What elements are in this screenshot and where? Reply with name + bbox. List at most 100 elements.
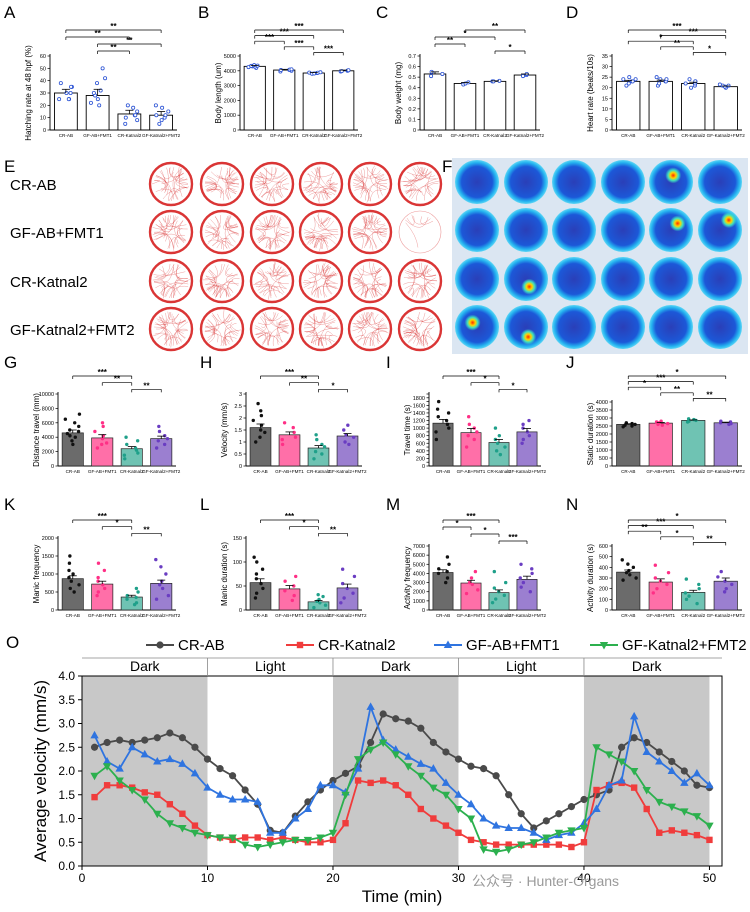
data-point	[101, 583, 105, 587]
x-tick-label: GF-AB+FMT1	[646, 613, 675, 618]
trajectory-line	[210, 219, 220, 237]
trajectory-line	[173, 279, 190, 298]
panel-label-l: L	[200, 495, 209, 514]
data-marker	[655, 757, 664, 765]
well-outer-ring	[298, 306, 344, 352]
trajectory-line	[172, 172, 184, 178]
trajectory-line	[413, 267, 431, 275]
activity-hotspot	[520, 328, 537, 345]
trajectory-line	[308, 314, 331, 323]
trajectory-line	[260, 191, 273, 198]
x-tick-label: GF-AB+FMT1	[275, 469, 304, 474]
data-point	[71, 442, 75, 447]
trajectory-line	[224, 327, 231, 345]
data-marker	[693, 831, 701, 839]
trajectory-line	[205, 263, 223, 278]
y-tick-label: 0	[43, 128, 46, 134]
trajectory-line	[175, 264, 188, 279]
data-marker	[341, 769, 350, 777]
data-point	[263, 430, 267, 435]
trajectory-line	[403, 332, 412, 339]
tracking-well	[347, 161, 393, 207]
bar	[432, 422, 454, 467]
data-marker	[228, 772, 237, 780]
x-tick-label: 40	[577, 871, 591, 885]
panel-label-E: E	[4, 157, 15, 176]
trajectory-line	[362, 215, 377, 223]
trajectory-line	[260, 289, 272, 296]
trajectory-line	[361, 312, 369, 322]
y-tick-label: 1	[239, 440, 242, 446]
trajectory-line	[353, 323, 363, 343]
trajectory-line	[366, 320, 387, 332]
trajectory-line	[174, 279, 181, 296]
data-point	[291, 425, 295, 430]
data-point	[527, 433, 532, 438]
data-marker	[203, 832, 212, 840]
tracking-well	[249, 161, 295, 207]
heatmap-well	[455, 305, 499, 349]
significance-label: **	[706, 390, 713, 399]
data-point	[313, 449, 318, 454]
data-point	[156, 439, 160, 443]
data-point	[620, 558, 624, 562]
trajectory-line	[226, 168, 235, 176]
data-marker	[127, 742, 137, 751]
trajectory-line	[277, 331, 287, 343]
y-tick-label: 8000	[42, 406, 54, 412]
data-point	[312, 457, 316, 461]
trajectory-line	[352, 312, 373, 324]
trajectory-line	[164, 335, 178, 345]
trajectory-line	[262, 287, 276, 296]
y-axis-label: Average velocity (mm/s)	[31, 680, 50, 862]
x-tick-label: CR-AB	[248, 133, 262, 138]
data-point	[683, 591, 688, 595]
data-marker	[154, 791, 161, 798]
data-marker	[291, 814, 300, 822]
data-marker	[618, 743, 626, 751]
data-marker	[228, 834, 237, 842]
data-marker	[705, 822, 714, 831]
data-point	[280, 442, 285, 447]
significance-label: *	[115, 519, 119, 528]
data-marker	[617, 758, 626, 766]
data-point	[261, 586, 265, 591]
trajectory-line	[167, 311, 180, 321]
x-tick-label: GF-AB+FMT1	[457, 613, 486, 618]
data-marker	[216, 765, 224, 773]
y-tick-label: 1000	[596, 448, 608, 454]
bar	[61, 578, 84, 611]
data-point	[684, 577, 689, 581]
data-marker	[529, 828, 538, 836]
data-point	[476, 588, 480, 592]
trajectory-line	[364, 284, 387, 298]
trajectory-line	[403, 326, 424, 343]
data-marker	[178, 825, 187, 833]
trajectory-line	[318, 224, 338, 231]
trajectory-line	[365, 179, 389, 201]
y-tick-label: 0.7	[408, 54, 416, 60]
trajectory-line	[379, 228, 389, 238]
trajectory-line	[270, 274, 290, 299]
trajectory-line	[323, 263, 332, 272]
trajectory-line	[375, 178, 388, 185]
data-marker	[479, 765, 488, 773]
trajectory-line	[354, 188, 367, 193]
data-marker	[656, 829, 663, 836]
trajectory-line	[207, 239, 228, 249]
data-marker	[267, 836, 274, 844]
data-marker	[429, 738, 437, 747]
data-marker	[291, 836, 300, 845]
significance-label: ***	[324, 44, 334, 53]
y-tick-label: 5000	[224, 54, 236, 60]
significance-label: **	[95, 29, 102, 38]
trajectory-line	[377, 219, 385, 226]
data-marker	[466, 815, 476, 823]
data-marker	[667, 803, 677, 812]
trajectory-line	[155, 316, 165, 330]
data-point	[254, 440, 258, 444]
trajectory-line	[221, 241, 234, 250]
trajectory-line	[229, 166, 239, 181]
data-point	[634, 576, 638, 580]
trajectory-line	[353, 282, 368, 295]
